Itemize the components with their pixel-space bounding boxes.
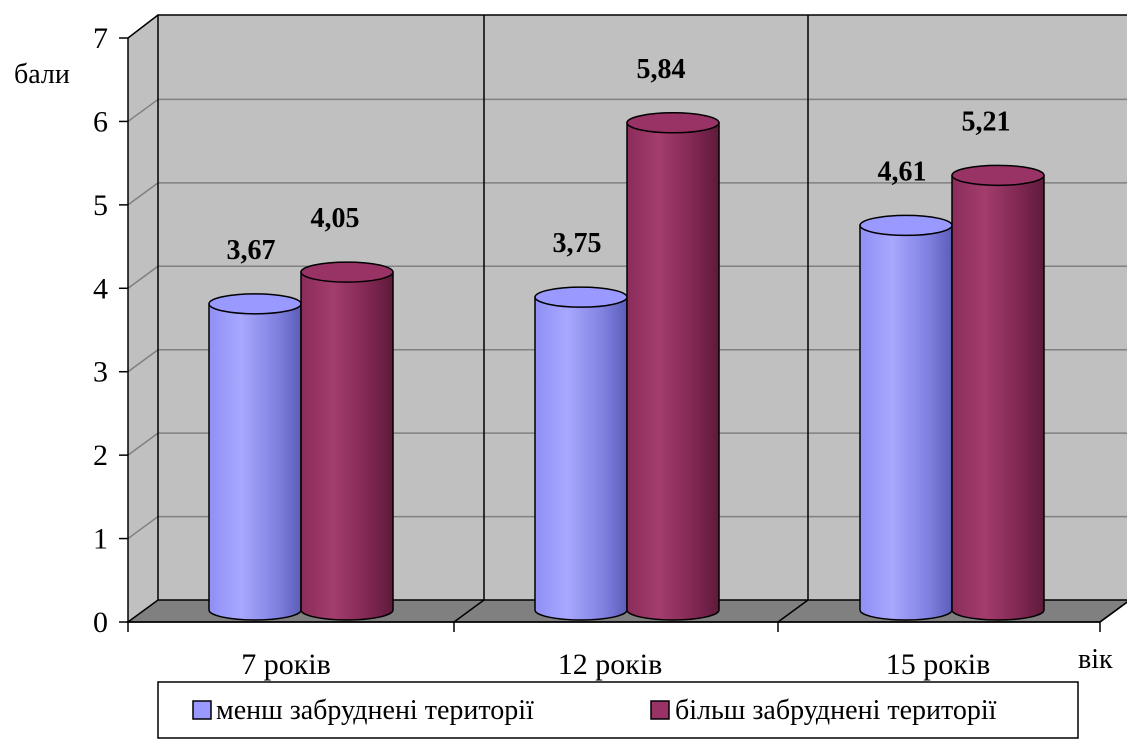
bars [208, 112, 1045, 621]
x-axis-title: вік [1078, 644, 1113, 675]
category-label: 12 років [558, 648, 663, 681]
data-label: 5,84 [637, 54, 686, 85]
data-label: 3,75 [553, 228, 602, 259]
category-labels: 7 років 12 років 15 років [241, 648, 990, 681]
gridline-side [127, 515, 159, 540]
bar-top [859, 214, 953, 237]
legend-label-series-1: більш забруднені території [675, 695, 997, 726]
bar-body [951, 174, 1045, 621]
chart-side-wall [128, 15, 158, 622]
y-tick-label: 1 [93, 523, 108, 556]
bar [534, 286, 628, 621]
floor-divider-3 [1099, 601, 1127, 623]
floor-divider-2 [777, 599, 809, 623]
floor-divider-1 [453, 599, 485, 623]
gridline-side [127, 265, 159, 289]
y-axis-title: бали [14, 59, 70, 90]
bar-body [300, 271, 394, 621]
bar [859, 214, 953, 621]
bar [951, 164, 1045, 621]
bar-top [300, 261, 394, 283]
category-label: 15 років [886, 648, 991, 681]
gridline-side [127, 98, 159, 123]
category-label: 7 років [241, 648, 331, 681]
y-axis-ticks: 0 1 2 3 4 5 6 7 [93, 22, 128, 639]
bar-body [534, 296, 628, 621]
gridline-side [127, 349, 159, 373]
gridline-side [127, 182, 159, 206]
bar [208, 293, 302, 621]
data-label: 3,67 [227, 235, 276, 266]
bar-body [208, 303, 302, 621]
legend-swatch-series-0 [192, 700, 212, 720]
legend-label-series-0: менш забруднені території [216, 695, 534, 726]
gridline-side [127, 432, 159, 456]
y-tick-label: 0 [93, 606, 108, 639]
bar-body [859, 224, 953, 621]
data-label: 4,05 [311, 203, 360, 234]
bar-top [626, 112, 720, 134]
legend-box [157, 681, 1079, 739]
data-labels: 3,67 4,05 3,75 5,84 4,61 5,21 [227, 54, 1011, 266]
data-label: 5,21 [962, 106, 1011, 137]
side-wall-top-edge [127, 14, 159, 39]
legend: менш забруднені території більш забрудне… [157, 681, 1079, 739]
y-tick-label: 7 [93, 22, 108, 55]
bar [300, 261, 394, 621]
bar-top [208, 293, 302, 315]
y-tick-label: 3 [93, 356, 108, 389]
y-tick-label: 2 [93, 439, 108, 472]
data-label: 4,61 [878, 156, 927, 187]
y-tick-label: 5 [93, 189, 108, 222]
bar [626, 112, 720, 621]
bar-top [951, 164, 1045, 187]
legend-swatch-series-1 [650, 700, 670, 720]
y-tick-label: 4 [93, 272, 108, 305]
bar-body [626, 122, 720, 621]
y-tick-label: 6 [93, 105, 108, 138]
bar-top [534, 286, 628, 308]
